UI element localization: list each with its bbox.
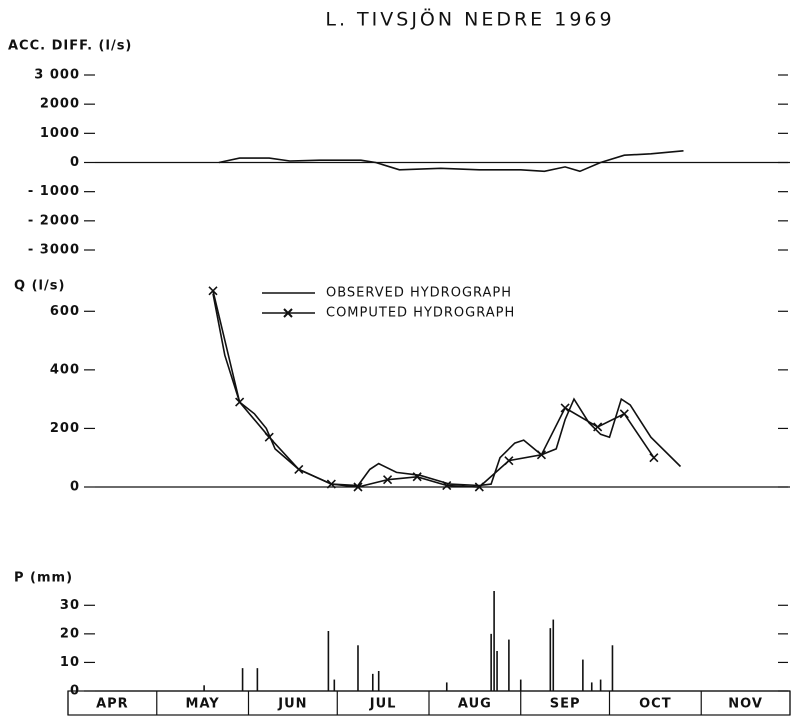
- y-tick-label: 200: [50, 421, 80, 436]
- legend-marker: [283, 308, 293, 318]
- x-tick-label: JUL: [369, 697, 397, 712]
- marker: [208, 286, 218, 296]
- bar: [333, 679, 336, 691]
- legend-label: COMPUTED HYDROGRAPH: [326, 306, 515, 321]
- bar: [519, 679, 522, 691]
- bar: [493, 591, 495, 691]
- bar: [582, 659, 584, 691]
- bar: [490, 633, 492, 691]
- marker: [383, 475, 393, 485]
- y-tick-label: - 3000: [28, 243, 80, 258]
- x-tick-label: SEP: [550, 697, 581, 712]
- bar: [203, 685, 205, 691]
- y-tick-label: 10: [60, 655, 80, 670]
- x-tick-label: MAY: [186, 697, 220, 712]
- marker: [264, 432, 274, 442]
- y-tick-label: 20: [60, 626, 80, 641]
- bar: [241, 668, 244, 691]
- marker: [474, 482, 484, 492]
- bar: [599, 679, 602, 691]
- bar: [445, 682, 448, 691]
- chart-title: L. TIVSJÖN NEDRE 1969: [325, 8, 614, 31]
- y-axis-label: P (mm): [14, 571, 73, 586]
- bar: [371, 673, 374, 691]
- bar: [552, 619, 555, 691]
- marker: [593, 422, 603, 432]
- x-tick-label: JUN: [277, 697, 307, 712]
- bar: [357, 645, 359, 691]
- marker: [649, 453, 659, 463]
- marker: [294, 464, 304, 474]
- bar: [377, 671, 380, 691]
- marker: [326, 479, 336, 489]
- bar: [508, 639, 510, 691]
- legend-label: OBSERVED HYDROGRAPH: [326, 286, 512, 301]
- marker: [412, 472, 422, 482]
- x-tick-label: OCT: [639, 697, 671, 712]
- x-tick-label: APR: [96, 697, 129, 712]
- bar: [590, 682, 593, 691]
- y-tick-label: 0: [70, 155, 80, 170]
- x-tick-label: AUG: [458, 697, 492, 712]
- y-tick-label: 30: [60, 598, 80, 613]
- marker: [560, 403, 570, 413]
- bar: [549, 628, 552, 691]
- marker: [353, 482, 363, 492]
- bar: [256, 668, 259, 691]
- y-tick-label: 600: [50, 304, 80, 319]
- y-tick-label: 2000: [40, 97, 80, 112]
- y-axis-label: ACC. DIFF. (l/s): [8, 39, 132, 54]
- marker: [442, 480, 452, 491]
- y-tick-label: 1000: [40, 126, 80, 141]
- y-tick-label: 0: [70, 480, 80, 495]
- y-tick-label: 3 000: [34, 68, 80, 83]
- data-line: [218, 150, 684, 173]
- y-tick-label: - 1000: [28, 184, 80, 199]
- y-tick-label: - 2000: [28, 213, 80, 228]
- data-line: [212, 290, 655, 488]
- data-line: [212, 293, 682, 487]
- marker: [504, 456, 514, 466]
- bar: [611, 645, 614, 691]
- marker: [235, 397, 245, 407]
- bar: [327, 631, 330, 691]
- bar: [496, 651, 498, 691]
- marker: [536, 450, 547, 460]
- y-axis-label: Q (l/s): [14, 279, 65, 294]
- marker: [619, 409, 629, 419]
- y-tick-label: 400: [50, 362, 80, 377]
- x-tick-label: NOV: [728, 697, 763, 712]
